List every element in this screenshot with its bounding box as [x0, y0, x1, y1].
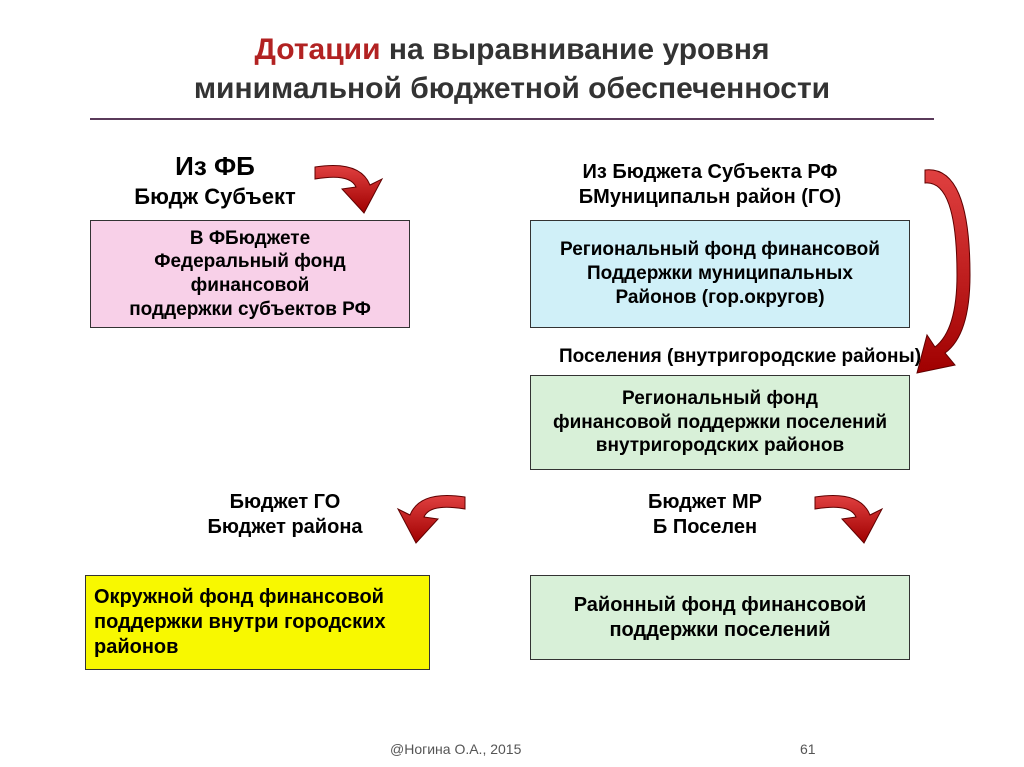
box-raion-l1: Районный фонд финансовой — [574, 593, 867, 618]
label-go-l1: Бюджет ГО — [185, 490, 385, 515]
box-reg-l2: Поддержки муниципальных — [560, 262, 880, 286]
box-reg-l1: Региональный фонд финансовой — [560, 238, 880, 262]
box-raion: Районный фонд финансовой поддержки посел… — [530, 575, 910, 660]
box-fb: В ФБюджете Федеральный фонд финансовой п… — [90, 220, 410, 328]
arrow-fb-icon — [300, 155, 390, 220]
arrow-mr-icon — [800, 485, 890, 550]
box-fb-l3: финансовой — [129, 274, 371, 298]
title-rest1: на выравнивание уровня — [381, 33, 770, 66]
slide-title: Дотации на выравнивание уровня минимальн… — [0, 30, 1024, 108]
label-mr-l1: Бюджет МР — [605, 490, 805, 515]
label-posel-text: Поселения (внутригородские районы) — [559, 346, 921, 367]
box-reg: Региональный фонд финансовой Поддержки м… — [530, 220, 910, 328]
footer-credit: @Ногина О.А., 2015 — [390, 741, 521, 757]
label-subj-line2: БМуниципальн район (ГО) — [530, 185, 890, 210]
box-fb-l1: В ФБюджете — [129, 227, 371, 251]
box-okr-l3: районов — [94, 635, 386, 660]
box-regposel: Региональный фонд финансовой поддержки п… — [530, 375, 910, 470]
label-go: Бюджет ГО Бюджет района — [185, 490, 385, 540]
box-regposel-l1: Региональный фонд — [553, 387, 887, 411]
label-fb-line1: Из ФБ — [115, 150, 315, 183]
title-underline — [90, 118, 934, 120]
label-mr-l2: Б Поселен — [605, 515, 805, 540]
arrow-long-icon — [915, 155, 990, 395]
box-fb-l4: поддержки субъектов РФ — [129, 298, 371, 322]
footer-page: 61 — [800, 741, 816, 757]
title-line2: минимальной бюджетной обеспеченности — [0, 69, 1024, 108]
box-regposel-l3: внутригородских районов — [553, 434, 887, 458]
box-raion-l2: поддержки поселений — [574, 618, 867, 643]
box-reg-l3: Районов (гор.округов) — [560, 286, 880, 310]
box-okr-l2: поддержки внутри городских — [94, 610, 386, 635]
label-fb-line2: Бюдж Субъект — [115, 183, 315, 211]
arrow-go-icon — [390, 485, 480, 550]
label-mr: Бюджет МР Б Поселен — [605, 490, 805, 540]
label-subj: Из Бюджета Субъекта РФ БМуниципальн райо… — [530, 160, 890, 210]
slide: Дотации на выравнивание уровня минимальн… — [0, 0, 1024, 767]
box-okr: Окружной фонд финансовой поддержки внутр… — [85, 575, 430, 670]
label-posel: Поселения (внутригородские районы) — [535, 345, 945, 369]
label-subj-line1: Из Бюджета Субъекта РФ — [530, 160, 890, 185]
title-highlight: Дотации — [255, 33, 381, 66]
label-go-l2: Бюджет района — [185, 515, 385, 540]
box-fb-l2: Федеральный фонд — [129, 250, 371, 274]
label-fb: Из ФБ Бюдж Субъект — [115, 150, 315, 210]
box-regposel-l2: финансовой поддержки поселений — [553, 411, 887, 435]
box-okr-l1: Окружной фонд финансовой — [94, 585, 386, 610]
